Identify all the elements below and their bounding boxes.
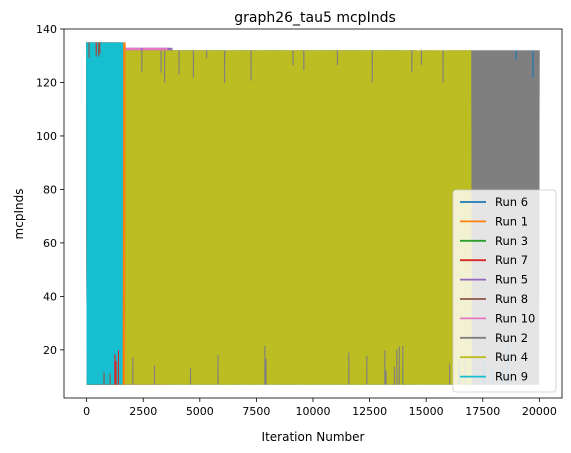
series-line: [87, 50, 472, 384]
x-tick-label: 10000: [296, 405, 331, 418]
x-tick-label: 7500: [242, 405, 270, 418]
y-tick-label: 80: [43, 183, 57, 196]
x-axis-label: Iteration Number: [262, 430, 365, 444]
y-tick-label: 60: [43, 237, 57, 250]
legend: Run 6 Run 1 Run 3 Run 7 Run 5 Run 8 Run 10 Run …: [453, 190, 556, 392]
y-axis-label: mcpInds: [12, 189, 26, 240]
x-tick-label: 15000: [409, 405, 444, 418]
y-tick-label: 140: [36, 23, 57, 36]
chart-title: graph26_tau5 mcpInds: [234, 10, 396, 26]
legend-label: Run 4: [495, 350, 528, 364]
x-tick-label: 12500: [352, 405, 387, 418]
legend-label: Run 5: [495, 273, 528, 287]
x-axis: 0 2500 5000 7500 10000 12500 15000 17500 20000: [83, 398, 557, 418]
x-tick-label: 0: [83, 405, 90, 418]
x-tick-label: 2500: [129, 405, 157, 418]
legend-label: Run 1: [495, 214, 528, 228]
legend-label: Run 10: [495, 311, 535, 325]
legend-label: Run 3: [495, 234, 528, 248]
y-tick-label: 20: [43, 344, 57, 357]
series-run-9: [87, 42, 123, 384]
legend-label: Run 6: [495, 195, 528, 209]
legend-label: Run 9: [495, 370, 528, 384]
legend-label: Run 8: [495, 292, 528, 306]
x-tick-label: 17500: [465, 405, 500, 418]
series-line: [87, 42, 123, 384]
legend-label: Run 7: [495, 253, 528, 267]
y-tick-label: 100: [36, 130, 57, 143]
series-run-4: [87, 50, 472, 384]
y-tick-label: 40: [43, 290, 57, 303]
legend-label: Run 2: [495, 331, 528, 345]
x-tick-label: 20000: [522, 405, 557, 418]
y-tick-label: 120: [36, 76, 57, 89]
x-tick-label: 5000: [186, 405, 214, 418]
y-axis: 20 40 60 80 100 120 140: [36, 23, 64, 357]
